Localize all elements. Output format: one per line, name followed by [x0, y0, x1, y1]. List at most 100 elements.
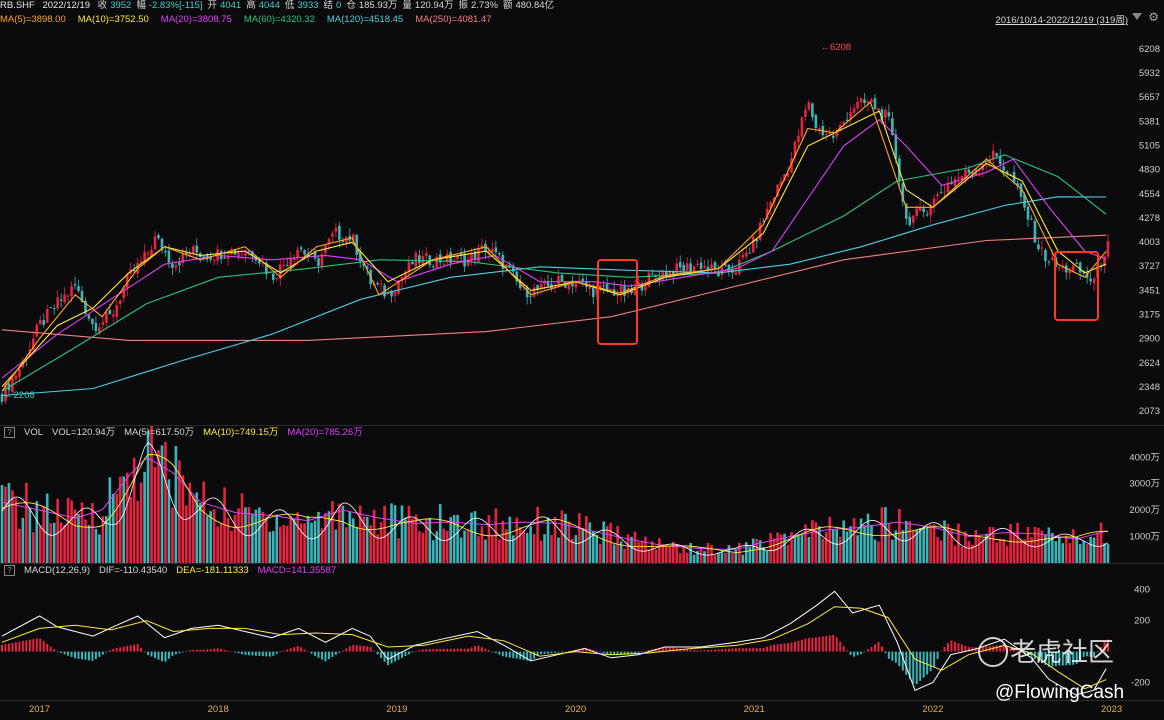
volume-bar	[894, 530, 898, 563]
candle-body	[536, 285, 539, 291]
volume-bar	[0, 485, 4, 563]
macd-histogram-bar	[745, 648, 748, 652]
candle-body	[769, 202, 772, 209]
macd-histogram-bar	[352, 644, 355, 652]
volume-bar	[247, 507, 251, 563]
macd-histogram-bar	[49, 646, 52, 652]
candle-body	[515, 271, 519, 282]
volume-bar	[724, 552, 727, 563]
volume-bar	[21, 517, 25, 563]
candle-body	[911, 215, 915, 223]
gear-icon[interactable]: ⚙	[1148, 10, 1159, 24]
candle-body	[741, 254, 745, 258]
volume-bar	[1068, 543, 1072, 563]
ma-line	[1, 110, 1107, 388]
macd-histogram-bar	[387, 651, 390, 666]
candle-body	[849, 111, 852, 120]
volume-bar	[205, 515, 209, 563]
candle-body	[1071, 265, 1075, 271]
volume-bar	[52, 522, 56, 563]
candle-body	[647, 272, 651, 287]
volume-bar	[4, 486, 7, 563]
ma-line	[1, 101, 1107, 392]
volume-bar	[150, 425, 153, 563]
macd-histogram-bar	[192, 649, 195, 652]
volume-bar	[317, 511, 320, 563]
candle-body	[4, 383, 7, 402]
macd-histogram-bar	[240, 651, 243, 655]
candle-body	[696, 263, 699, 265]
macd-histogram-bar	[77, 651, 80, 659]
volume-bar	[108, 477, 112, 563]
candle-body	[1023, 194, 1026, 208]
help-icon[interactable]: ?	[4, 565, 15, 576]
macd-histogram-bar	[136, 643, 139, 652]
macd-histogram-bar	[21, 641, 24, 652]
volume-bar	[525, 532, 529, 563]
volume-bar	[651, 541, 654, 563]
candle-body	[870, 99, 873, 103]
volume-bar	[473, 511, 477, 563]
macd-histogram-bar	[1107, 639, 1109, 652]
volume-bar	[978, 535, 981, 563]
volume-bar	[790, 532, 793, 563]
candle-body	[518, 280, 522, 289]
candle-body	[724, 264, 727, 266]
macd-histogram-bar	[633, 651, 636, 654]
volume-bar	[358, 505, 362, 563]
candle-body	[70, 286, 73, 296]
macd-histogram-bar	[397, 651, 400, 660]
volume-panel	[0, 425, 1110, 563]
macd-histogram-bar	[967, 647, 970, 652]
macd-tick-label: 200	[1134, 616, 1150, 627]
candle-body	[431, 266, 435, 268]
price-tick-label: 2624	[1139, 358, 1160, 369]
candle-body	[91, 319, 94, 324]
candle-body	[341, 240, 345, 242]
help-icon[interactable]: ?	[4, 427, 15, 438]
volume-bar	[198, 503, 202, 563]
volume-bar	[428, 517, 432, 563]
macd-histogram-bar	[933, 651, 936, 667]
candle-body	[1047, 261, 1051, 263]
volume-bar	[595, 534, 599, 563]
volume-bar	[1071, 529, 1075, 563]
macd-histogram-bar	[80, 651, 83, 660]
chevron-down-icon[interactable]	[1132, 13, 1142, 20]
macd-legend: ? MACD(12,26,9) DIF=-110.43540 DEA=-181.113…	[0, 565, 354, 577]
macd-histogram-bar	[94, 651, 97, 660]
macd-histogram-bar	[780, 643, 783, 652]
volume-bar	[873, 539, 877, 563]
volume-bar	[682, 547, 685, 563]
legend-item: DEA=-181.11333	[176, 565, 249, 577]
volume-bar	[1058, 537, 1061, 563]
candle-body	[101, 321, 105, 325]
macd-histogram-bar	[654, 648, 657, 652]
macd-histogram-bar	[1086, 651, 1089, 657]
macd-histogram-bar	[484, 648, 487, 652]
volume-bar	[602, 521, 605, 563]
macd-histogram-bar	[411, 651, 414, 653]
candle-body	[132, 270, 136, 272]
candle-body	[303, 250, 306, 255]
volume-bar	[101, 516, 105, 563]
candle-body	[32, 338, 35, 350]
macd-histogram-bar	[807, 637, 810, 652]
candle-body	[863, 99, 866, 104]
volume-bar	[633, 531, 637, 563]
macd-histogram-bar	[1027, 651, 1030, 656]
volume-bar	[425, 518, 428, 563]
volume-bar	[219, 522, 223, 563]
candle-body	[689, 263, 692, 272]
volume-bar	[988, 526, 992, 563]
macd-histogram-bar	[710, 649, 713, 652]
candle-body	[539, 284, 543, 290]
macd-histogram-bar	[585, 647, 588, 652]
volume-bar	[421, 532, 425, 563]
legend-item: VOL	[24, 427, 44, 439]
date-range-selector[interactable]: 2016/10/14-2022/12/19 (319周)	[995, 15, 1128, 26]
macd-histogram-bar	[150, 651, 153, 657]
macd-histogram-bar	[578, 649, 581, 652]
volume-bar	[174, 445, 178, 563]
